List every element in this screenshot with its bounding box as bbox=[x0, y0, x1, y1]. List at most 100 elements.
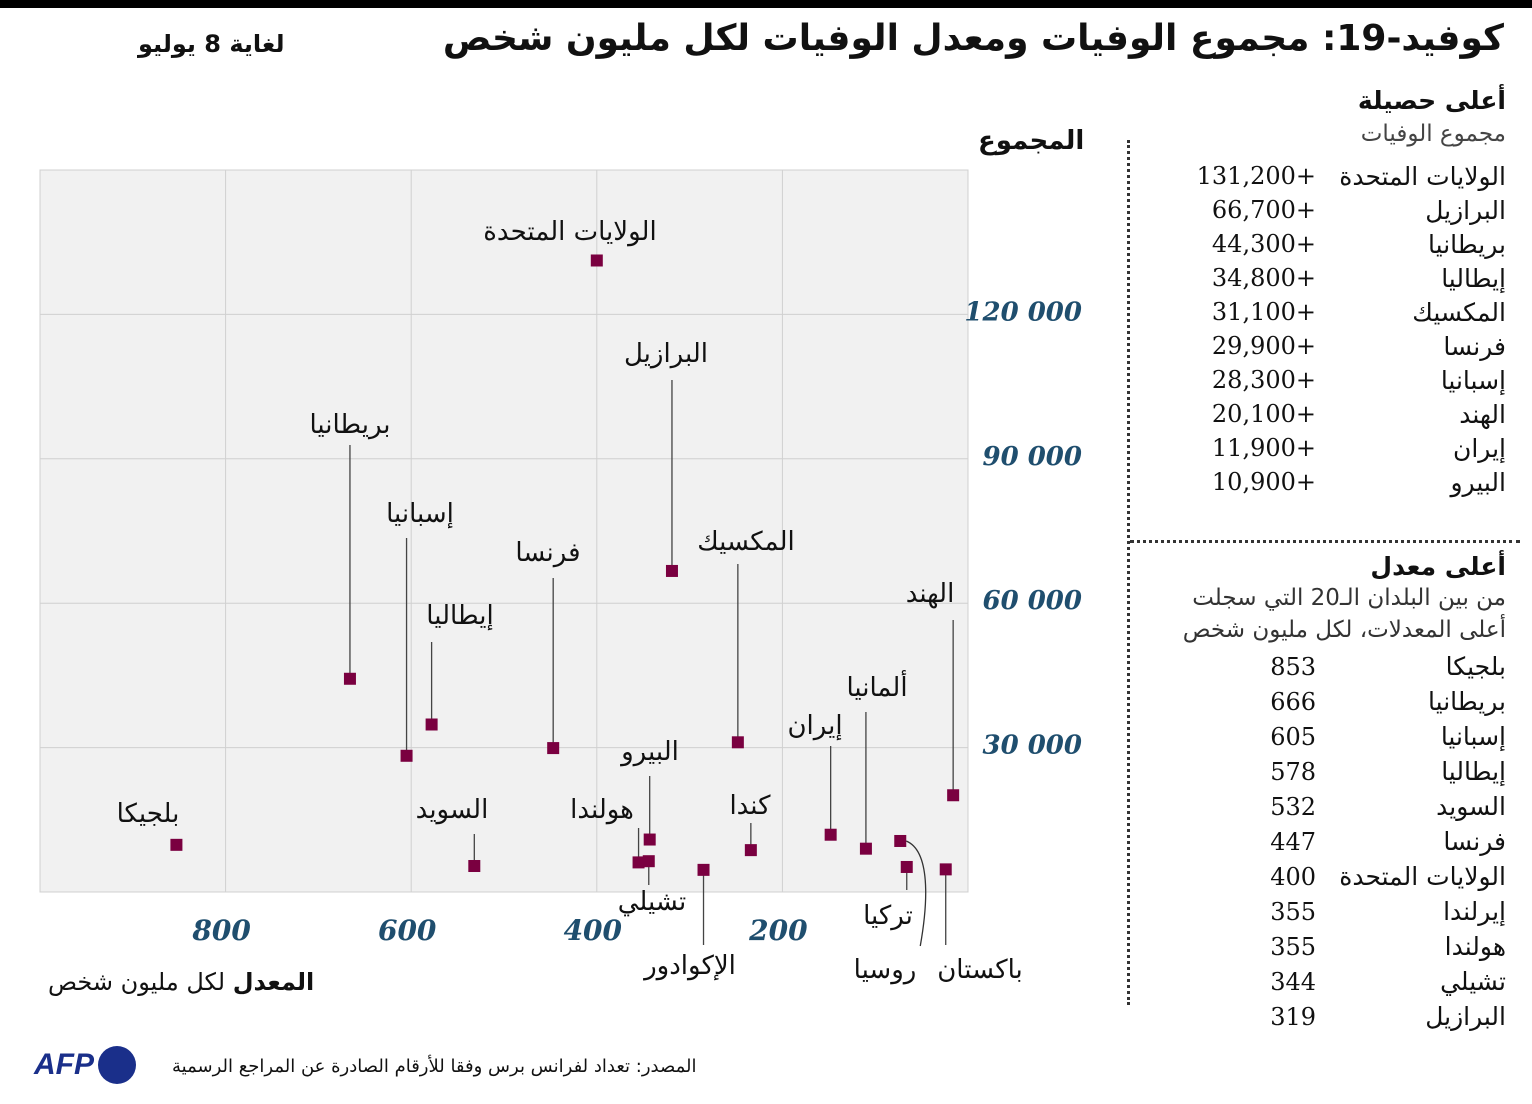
list-item: الولايات المتحدة 131,200+ bbox=[1126, 159, 1506, 193]
country-name: السويد bbox=[1436, 792, 1506, 821]
point-label: بريطانيا bbox=[309, 410, 390, 440]
x-axis-label: المعدل لكل مليون شخص bbox=[48, 968, 314, 996]
x-tick-label: 800 bbox=[191, 914, 251, 947]
country-value: 131,200+ bbox=[1196, 162, 1316, 190]
country-name: البرازيل bbox=[1425, 195, 1506, 225]
dotted-divider-vertical bbox=[1127, 140, 1130, 1005]
point-label: البرازيل bbox=[624, 339, 708, 369]
dotted-divider-horizontal bbox=[1130, 540, 1520, 543]
data-point bbox=[939, 863, 952, 876]
list-item: الهند 20,100+ bbox=[1126, 397, 1506, 431]
data-point bbox=[642, 855, 655, 868]
data-point bbox=[425, 718, 438, 731]
list-item: السويد 532 bbox=[1126, 789, 1506, 824]
x-tick-label: 400 bbox=[564, 914, 623, 947]
country-value: 447 bbox=[1270, 827, 1316, 856]
point-label: روسيا bbox=[854, 955, 917, 985]
point-label: البيرو bbox=[619, 737, 679, 767]
country-value: 355 bbox=[1270, 897, 1316, 926]
point-label: المكسيك bbox=[697, 527, 795, 557]
source-note: المصدر: تعداد لفرانس برس وفقا للأرقام ال… bbox=[172, 1056, 697, 1077]
totals-subheading: مجموع الوفيات bbox=[1360, 121, 1506, 147]
list-item: تشيلي 344 bbox=[1126, 964, 1506, 999]
x-tick-label: 200 bbox=[748, 914, 808, 947]
list-item: المكسيك 31,100+ bbox=[1126, 295, 1506, 329]
list-item: البيرو 10,900+ bbox=[1126, 465, 1506, 499]
country-value: 400 bbox=[1270, 862, 1316, 891]
list-item: هولندا 355 bbox=[1126, 929, 1506, 964]
country-value: 605 bbox=[1270, 722, 1316, 751]
country-name: المكسيك bbox=[1412, 297, 1506, 327]
point-label: إسبانيا bbox=[386, 499, 454, 529]
list-item: بريطانيا 666 bbox=[1126, 684, 1506, 719]
country-value: 31,100+ bbox=[1211, 298, 1316, 326]
country-name: بريطانيا bbox=[1428, 229, 1506, 259]
point-label: هولندا bbox=[570, 795, 634, 825]
list-item: إيطاليا 578 bbox=[1126, 754, 1506, 789]
country-name: بلجيكا bbox=[1445, 652, 1506, 681]
country-value: 853 bbox=[1270, 652, 1316, 681]
country-value: 319 bbox=[1270, 1002, 1316, 1031]
list-item: البرازيل 66,700+ bbox=[1126, 193, 1506, 227]
page-title: كوفيد-19: مجموع الوفيات ومعدل الوفيات لك… bbox=[442, 18, 1504, 59]
country-value: 11,900+ bbox=[1211, 434, 1316, 462]
rates-list: بلجيكا 853 بريطانيا 666 إسبانيا 605 إيطاليا 578… bbox=[1126, 649, 1506, 1034]
point-label: الولايات المتحدة bbox=[483, 217, 656, 247]
leader-line bbox=[905, 840, 927, 947]
country-value: 20,100+ bbox=[1211, 400, 1316, 428]
list-item: إسبانيا 28,300+ bbox=[1126, 363, 1506, 397]
data-point bbox=[665, 564, 678, 577]
data-point bbox=[894, 834, 907, 847]
data-point bbox=[697, 863, 710, 876]
data-point bbox=[731, 736, 744, 749]
data-point bbox=[170, 838, 183, 851]
data-point bbox=[947, 789, 960, 802]
country-name: البيرو bbox=[1450, 467, 1506, 497]
point-label: إيران bbox=[787, 711, 842, 741]
date-subtitle: لغاية 8 يوليو bbox=[138, 30, 285, 58]
country-name: إيطاليا bbox=[1441, 263, 1506, 293]
country-name: الولايات المتحدة bbox=[1339, 862, 1506, 891]
afp-logo-dot bbox=[98, 1046, 136, 1084]
country-value: 29,900+ bbox=[1211, 332, 1316, 360]
point-label: تركيا bbox=[863, 901, 913, 931]
country-name: إيران bbox=[1452, 433, 1506, 463]
country-name: البرازيل bbox=[1425, 1002, 1506, 1031]
data-point bbox=[900, 860, 913, 873]
data-point bbox=[824, 828, 837, 841]
point-label: السويد bbox=[416, 795, 489, 825]
point-label: الهند bbox=[906, 579, 955, 609]
country-name: إسبانيا bbox=[1440, 722, 1506, 751]
point-label: إيطاليا bbox=[426, 601, 493, 631]
data-point bbox=[343, 672, 356, 685]
data-point bbox=[547, 742, 560, 755]
y-axis-label: المجموع bbox=[978, 126, 1085, 156]
point-label: الإكوادور bbox=[642, 951, 736, 981]
list-item: إيران 11,900+ bbox=[1126, 431, 1506, 465]
rates-subheading-1: من بين البلدان الـ20 التي سجلت bbox=[1192, 585, 1506, 611]
country-value: 10,900+ bbox=[1211, 468, 1316, 496]
country-name: إيطاليا bbox=[1441, 757, 1506, 786]
country-name: إيرلندا bbox=[1443, 897, 1506, 926]
y-tick-label: 120 000 bbox=[964, 297, 1082, 327]
point-label: بلجيكا bbox=[117, 799, 180, 829]
list-item: بريطانيا 44,300+ bbox=[1126, 227, 1506, 261]
list-item: إسبانيا 605 bbox=[1126, 719, 1506, 754]
country-name: تشيلي bbox=[1440, 967, 1506, 996]
list-item: إيرلندا 355 bbox=[1126, 894, 1506, 929]
x-axis-label-bold: المعدل bbox=[232, 968, 315, 996]
afp-logo-text: AFP bbox=[34, 1048, 94, 1081]
country-name: فرنسا bbox=[1443, 331, 1506, 361]
country-value: 344 bbox=[1270, 967, 1316, 996]
rates-panel: أعلى معدل من بين البلدان الـ20 التي سجلت… bbox=[1126, 552, 1506, 1034]
totals-heading: أعلى حصيلة bbox=[1357, 86, 1506, 115]
x-tick-label: 600 bbox=[378, 914, 437, 947]
list-item: الولايات المتحدة 400 bbox=[1126, 859, 1506, 894]
country-value: 532 bbox=[1270, 792, 1316, 821]
country-name: الهند bbox=[1459, 399, 1506, 429]
list-item: فرنسا 29,900+ bbox=[1126, 329, 1506, 363]
y-tick-label: 30 000 bbox=[982, 731, 1082, 761]
data-point bbox=[400, 749, 413, 762]
country-value: 666 bbox=[1270, 687, 1316, 716]
country-name: بريطانيا bbox=[1428, 687, 1506, 716]
